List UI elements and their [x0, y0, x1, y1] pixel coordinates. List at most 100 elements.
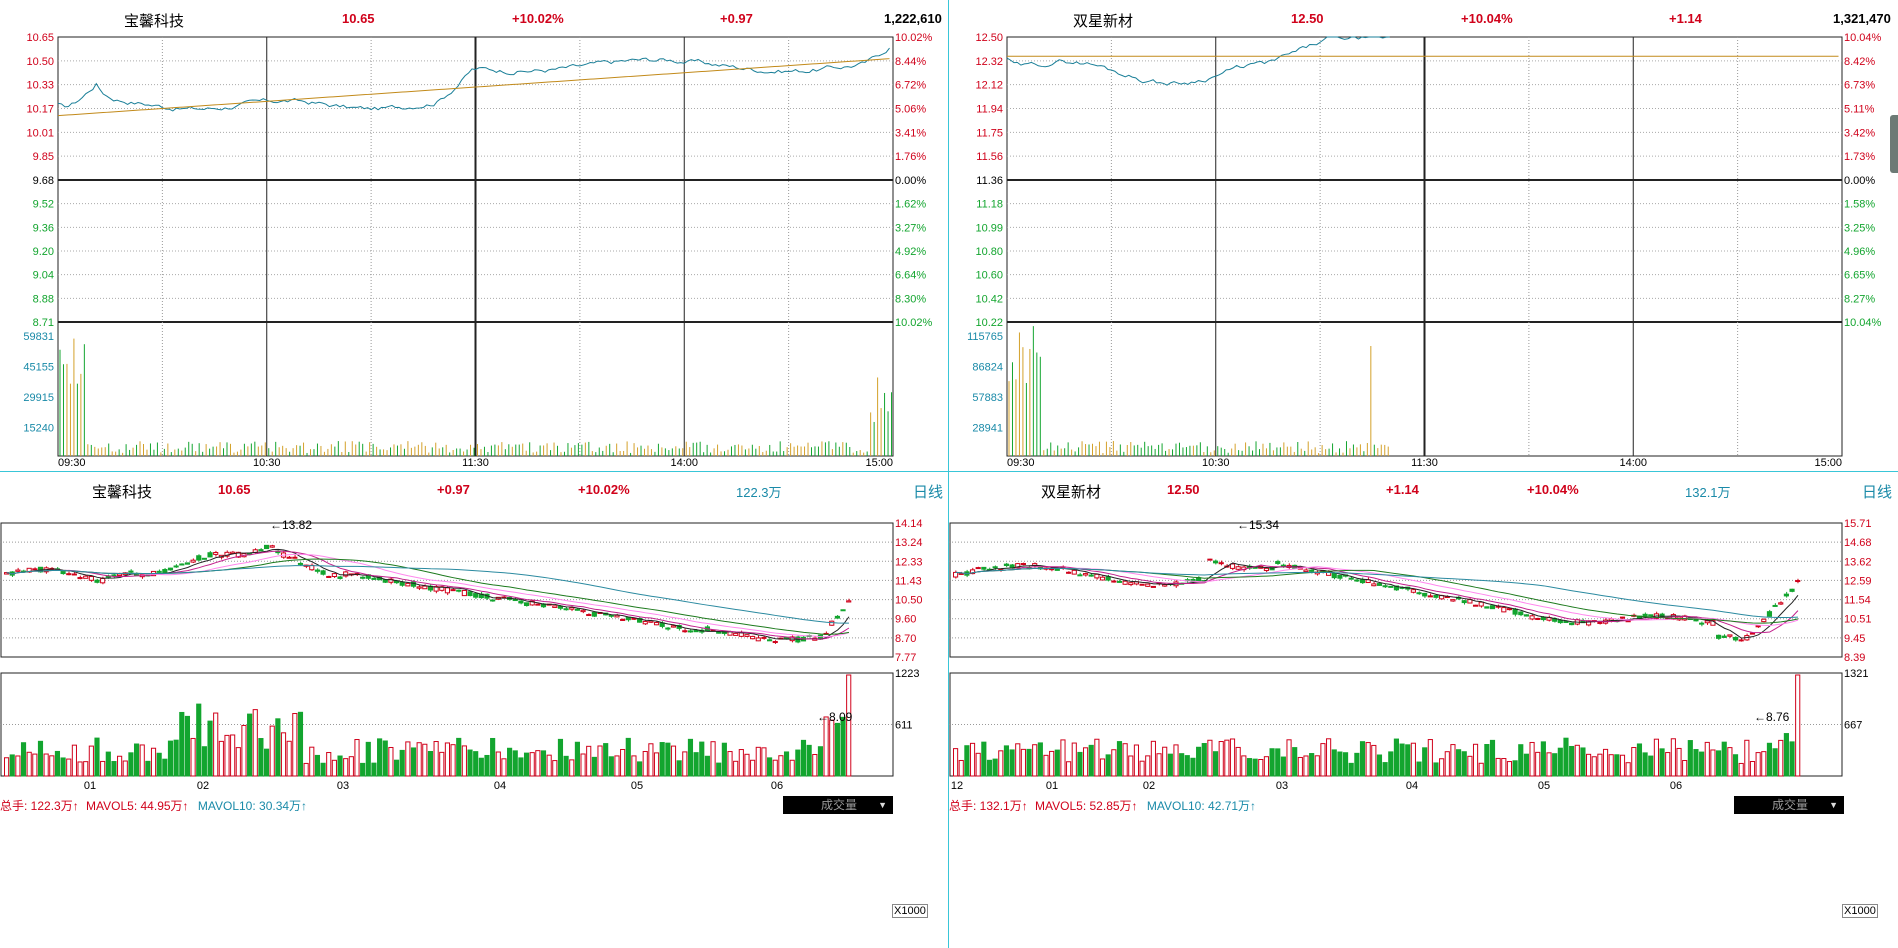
volume-bar	[1676, 747, 1682, 777]
candle	[1128, 582, 1134, 586]
candle	[1145, 583, 1151, 587]
price-tick: 9.20	[33, 246, 54, 258]
candle	[992, 566, 998, 569]
candle	[563, 608, 569, 611]
volume-total-label: 总手: 122.3万↑	[0, 799, 79, 813]
candle	[326, 575, 332, 578]
candle	[744, 634, 750, 637]
candle	[314, 569, 321, 572]
volume-bar	[128, 752, 134, 777]
volume-bar	[461, 745, 467, 777]
volume-bar	[563, 755, 569, 777]
volume-bar	[620, 748, 626, 777]
volume-bar	[9, 754, 15, 777]
volume-bar	[337, 755, 343, 777]
candle	[1105, 576, 1111, 581]
price-tick: 12.32	[975, 56, 1003, 68]
price-tick: 10.80	[975, 246, 1003, 258]
zoom-factor: X1000	[892, 904, 928, 918]
volume-bar	[518, 757, 524, 777]
candle	[1111, 580, 1117, 583]
last-price: 10.65	[218, 482, 251, 497]
volume-bar	[122, 760, 128, 777]
volume-bar	[1167, 753, 1173, 777]
volume-bar	[484, 754, 490, 777]
volume-tick: 611	[895, 720, 913, 732]
mavol10-label: MAVOL10: 30.34万↑	[197, 799, 308, 813]
price-tick: 10.65	[26, 32, 54, 44]
volume-bar	[710, 741, 716, 777]
candle	[767, 639, 773, 642]
volume-bar	[806, 744, 812, 777]
daily-panel-left[interactable]: 宝馨科技 10.65 +0.97 +10.02% 122.3万 日线 总手: 1…	[0, 472, 948, 948]
candle	[761, 636, 767, 639]
daily-panel-right[interactable]: 双星新材 12.50 +1.14 +10.04% 132.1万 日线 总手: 1…	[949, 472, 1898, 948]
candle	[235, 551, 241, 558]
volume-bar	[410, 747, 417, 777]
side-handle[interactable]	[1890, 115, 1898, 173]
time-label: 09:30	[1007, 457, 1035, 469]
pct-tick: 10.04%	[1844, 317, 1882, 329]
period-daily-button[interactable]: 日线	[1862, 484, 1893, 501]
candle	[755, 637, 761, 642]
month-label: 06	[1670, 780, 1682, 792]
price-tick: 10.17	[26, 104, 54, 116]
volume-bar	[478, 757, 484, 777]
candle	[213, 551, 219, 555]
candle	[15, 569, 21, 572]
price-tick: 11.43	[895, 575, 922, 587]
volume-bar	[1009, 749, 1015, 777]
volume-bar	[659, 742, 665, 777]
volume-bar	[371, 762, 377, 777]
high-price-label: ←15.34	[1237, 518, 1279, 532]
volume-bar	[1099, 758, 1106, 777]
volume-bar	[1433, 762, 1439, 777]
volume-bar	[1003, 745, 1010, 777]
indicator-dropdown[interactable]: 成交量 ▼	[783, 796, 893, 814]
candle	[1778, 602, 1784, 605]
intraday-panel-right[interactable]: 双星新材 12.50 +10.04% +1.14 1,321,470 12.50…	[949, 0, 1898, 470]
candle	[1478, 601, 1484, 607]
pct-tick: 3.42%	[1844, 127, 1875, 139]
volume-bar	[1269, 748, 1275, 777]
price-line	[57, 47, 890, 112]
pct-base: 0.00%	[895, 175, 926, 187]
volume-bar	[557, 738, 564, 777]
candle	[846, 600, 852, 603]
candle	[1704, 620, 1710, 624]
candle	[450, 589, 456, 592]
volume-bar	[1552, 753, 1558, 777]
volume-bar	[840, 716, 846, 777]
volume-bar	[958, 759, 964, 777]
candle	[173, 565, 179, 568]
volume-bar	[354, 739, 360, 777]
month-label: 02	[1143, 780, 1155, 792]
volume-bar	[1026, 748, 1032, 777]
volume-bar	[1399, 743, 1405, 777]
volume-bar	[1145, 755, 1151, 777]
price-tick: 13.24	[895, 537, 923, 549]
intraday-panel-left[interactable]: 宝馨科技 10.65 +10.02% +0.97 1,222,610 10.65…	[0, 0, 948, 470]
volume-total-label: 总手: 132.1万↑	[949, 799, 1028, 813]
volume-bar	[405, 741, 411, 777]
candle	[343, 571, 349, 577]
volume-bar	[569, 759, 575, 777]
candle	[1139, 583, 1145, 586]
candle	[1099, 576, 1106, 581]
candle	[631, 617, 637, 620]
volume-bar	[303, 762, 309, 777]
month-label: 04	[494, 780, 506, 792]
stock-name: 双星新材	[1041, 484, 1102, 501]
volume-bar	[1744, 739, 1750, 777]
indicator-dropdown[interactable]: 成交量 ▼	[1734, 796, 1844, 814]
volume-bar	[1659, 748, 1665, 777]
period-daily-button[interactable]: 日线	[913, 484, 944, 501]
stock-name: 宝馨科技	[124, 13, 185, 30]
volume-bar	[1699, 751, 1705, 777]
moving-average-20	[6, 553, 850, 638]
candle	[207, 552, 213, 558]
candle	[167, 567, 174, 571]
intraday-chart: 12.50 12.32 12.12 11.94 11.75 11.56 11.36 11.18…	[967, 32, 1882, 469]
indicator-label: 成交量	[821, 798, 858, 812]
candle	[969, 569, 976, 575]
